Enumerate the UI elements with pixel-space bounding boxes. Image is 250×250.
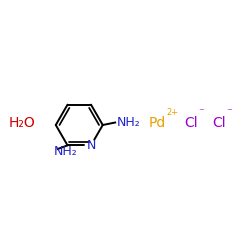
Text: NH₂: NH₂ [116,116,140,129]
Text: ⁻: ⁻ [198,107,204,117]
Text: N: N [86,139,96,152]
Text: NH₂: NH₂ [54,145,78,158]
Text: ⁻: ⁻ [226,107,232,117]
Text: 2+: 2+ [166,108,179,117]
Text: Cl: Cl [184,116,198,130]
Text: Pd: Pd [148,116,166,130]
Text: H₂O: H₂O [9,116,36,130]
Text: Cl: Cl [212,116,226,130]
